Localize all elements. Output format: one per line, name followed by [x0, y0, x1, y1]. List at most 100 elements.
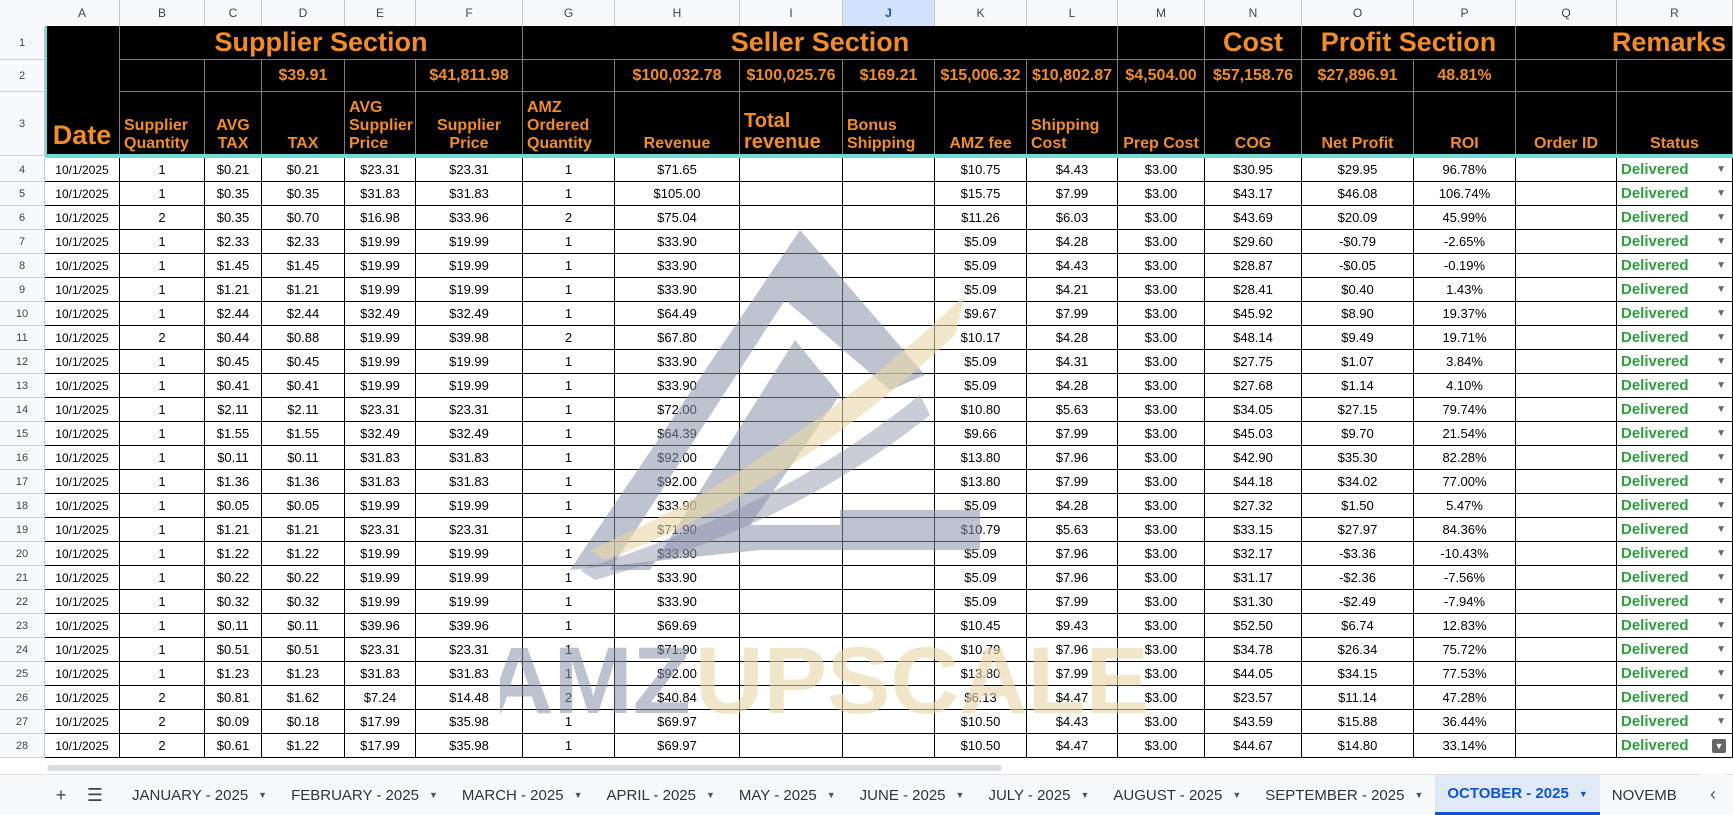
row-number[interactable]: 25: [0, 662, 45, 686]
dropdown-chevron-icon[interactable]: ▼: [1716, 308, 1726, 319]
cell-qty[interactable]: 1: [120, 422, 205, 446]
total-cell-H[interactable]: $100,032.78: [615, 60, 740, 92]
cell-amz-fee[interactable]: $11.26: [935, 206, 1027, 230]
cell-price[interactable]: $32.49: [416, 422, 523, 446]
cell-profit[interactable]: $27.15: [1302, 398, 1414, 422]
row-number[interactable]: 26: [0, 686, 45, 710]
cell-roi[interactable]: 19.71%: [1414, 326, 1516, 350]
cell-avg-price[interactable]: $17.99: [345, 734, 416, 758]
cell-bonus[interactable]: [843, 566, 935, 590]
cell-status[interactable]: Delivered ▼: [1617, 374, 1733, 398]
cell-amz-qty[interactable]: 1: [523, 590, 615, 614]
cell-prep[interactable]: $3.00: [1118, 734, 1205, 758]
cell-total-rev[interactable]: [740, 206, 843, 230]
cell-profit[interactable]: $15.88: [1302, 710, 1414, 734]
cell-avg-tax[interactable]: $1.22: [205, 542, 262, 566]
cell-prep[interactable]: $3.00: [1118, 374, 1205, 398]
cell-ship[interactable]: $4.43: [1027, 158, 1118, 182]
cell-date[interactable]: 10/1/2025: [45, 302, 120, 326]
cell-avg-price[interactable]: $19.99: [345, 326, 416, 350]
cell-ship[interactable]: $7.99: [1027, 302, 1118, 326]
cell-date[interactable]: 10/1/2025: [45, 398, 120, 422]
cell-cog[interactable]: $52.50: [1205, 614, 1302, 638]
cell-total-rev[interactable]: [740, 422, 843, 446]
cell-roi[interactable]: -10.43%: [1414, 542, 1516, 566]
column-label-order-id[interactable]: Order ID: [1516, 92, 1617, 156]
sheet-tab[interactable]: JUNE - 2025 ▼: [848, 775, 977, 815]
row-number[interactable]: 8: [0, 254, 45, 278]
row-number[interactable]: 24: [0, 638, 45, 662]
cell-total-rev[interactable]: [740, 374, 843, 398]
cell-amz-qty[interactable]: 1: [523, 734, 615, 758]
cell-prep[interactable]: $3.00: [1118, 686, 1205, 710]
cell-price[interactable]: $19.99: [416, 374, 523, 398]
cell-cog[interactable]: $32.17: [1205, 542, 1302, 566]
row-number[interactable]: 16: [0, 446, 45, 470]
cell-status[interactable]: Delivered ▼: [1617, 158, 1733, 182]
cell-amz-fee[interactable]: $5.09: [935, 254, 1027, 278]
cell-avg-price[interactable]: $23.31: [345, 158, 416, 182]
row-number[interactable]: 14: [0, 398, 45, 422]
cell-bonus[interactable]: [843, 710, 935, 734]
cell-total-rev[interactable]: [740, 614, 843, 638]
cell-status[interactable]: Delivered ▼: [1617, 662, 1733, 686]
cell-tax[interactable]: $1.62: [262, 686, 345, 710]
cell-tax[interactable]: $1.45: [262, 254, 345, 278]
cell-cog[interactable]: $23.57: [1205, 686, 1302, 710]
cell-tax[interactable]: $0.70: [262, 206, 345, 230]
dropdown-chevron-icon[interactable]: ▼: [1716, 356, 1726, 367]
cell-amz-qty[interactable]: 1: [523, 662, 615, 686]
cell-roi[interactable]: 77.00%: [1414, 470, 1516, 494]
cell-price[interactable]: $19.99: [416, 590, 523, 614]
cell-price[interactable]: $35.98: [416, 710, 523, 734]
cell-price[interactable]: $31.83: [416, 662, 523, 686]
tab-menu-chevron-icon[interactable]: ▼: [258, 790, 268, 800]
cell-ship[interactable]: $4.28: [1027, 374, 1118, 398]
cell-amz-qty[interactable]: 2: [523, 326, 615, 350]
cell-date[interactable]: 10/1/2025: [45, 638, 120, 662]
cell-status[interactable]: Delivered ▼: [1617, 566, 1733, 590]
cell-tax[interactable]: $0.51: [262, 638, 345, 662]
cell-revenue[interactable]: $69.69: [615, 614, 740, 638]
cell-bonus[interactable]: [843, 206, 935, 230]
cell-amz-qty[interactable]: 1: [523, 182, 615, 206]
cell-avg-price[interactable]: $31.83: [345, 446, 416, 470]
cell-profit[interactable]: $29.95: [1302, 158, 1414, 182]
cell-order[interactable]: [1516, 638, 1617, 662]
cell-amz-fee[interactable]: $13.80: [935, 446, 1027, 470]
row-number[interactable]: 23: [0, 614, 45, 638]
cell-roi[interactable]: 47.28%: [1414, 686, 1516, 710]
sheet-tab[interactable]: MAY - 2025 ▼: [727, 775, 848, 815]
cell-roi[interactable]: 106.74%: [1414, 182, 1516, 206]
cell-profit[interactable]: $34.15: [1302, 662, 1414, 686]
dropdown-chevron-icon[interactable]: ▼: [1716, 428, 1726, 439]
cell-order[interactable]: [1516, 494, 1617, 518]
cell-price[interactable]: $39.98: [416, 326, 523, 350]
cell-cog[interactable]: $42.90: [1205, 446, 1302, 470]
dropdown-chevron-icon[interactable]: ▼: [1716, 524, 1726, 535]
cell-cog[interactable]: $44.67: [1205, 734, 1302, 758]
header-blank-cell[interactable]: [1118, 26, 1205, 60]
total-cell-M[interactable]: $4,504.00: [1118, 60, 1205, 92]
cell-prep[interactable]: $3.00: [1118, 422, 1205, 446]
cell-date[interactable]: 10/1/2025: [45, 662, 120, 686]
cell-avg-price[interactable]: $17.99: [345, 710, 416, 734]
dropdown-chevron-icon[interactable]: ▼: [1716, 260, 1726, 271]
column-label-roi[interactable]: ROI: [1414, 92, 1516, 156]
column-label-tax[interactable]: TAX: [262, 92, 345, 156]
cell-order[interactable]: [1516, 446, 1617, 470]
cell-qty[interactable]: 2: [120, 686, 205, 710]
cell-cog[interactable]: $44.05: [1205, 662, 1302, 686]
cell-avg-tax[interactable]: $0.11: [205, 446, 262, 470]
row-number[interactable]: 12: [0, 350, 45, 374]
cell-tax[interactable]: $0.11: [262, 614, 345, 638]
cell-cog[interactable]: $33.15: [1205, 518, 1302, 542]
dropdown-chevron-icon[interactable]: ▼: [1716, 692, 1726, 703]
cell-revenue[interactable]: $71.90: [615, 518, 740, 542]
cell-qty[interactable]: 1: [120, 350, 205, 374]
cell-roi[interactable]: 45.99%: [1414, 206, 1516, 230]
cell-tax[interactable]: $0.18: [262, 710, 345, 734]
cell-bonus[interactable]: [843, 662, 935, 686]
dropdown-chevron-icon[interactable]: ▼: [1716, 404, 1726, 415]
column-label-total-revenue[interactable]: Total revenue: [740, 92, 843, 156]
